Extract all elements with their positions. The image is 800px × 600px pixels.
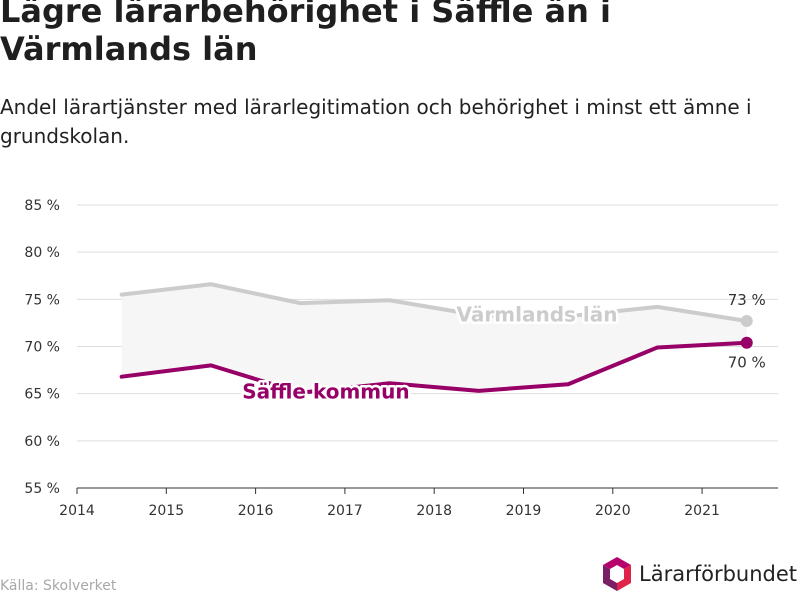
x-tick-label: 2019 [506, 503, 542, 519]
end-value-label-varmlands-lan: 73 % [728, 291, 766, 309]
y-tick-label: 80 % [24, 245, 60, 261]
data-point-varmlands-lan [740, 315, 753, 328]
y-tick-label: 75 % [24, 292, 60, 308]
difference-band [121, 284, 747, 393]
x-tick-label: 2016 [238, 503, 274, 519]
y-tick-label: 70 % [24, 340, 60, 356]
logo-hexagon-icon [603, 557, 631, 591]
chart-subtitle: Andel lärartjänster med lärarlegitimatio… [0, 95, 752, 148]
end-value-label-saffle-kommun: 70 % [728, 354, 766, 372]
x-tick-label: 2018 [416, 503, 452, 519]
logo-text: Lärarförbundet [639, 562, 798, 586]
y-tick-label: 55 % [24, 481, 60, 497]
x-tick-label: 2014 [59, 503, 95, 519]
brand-logo: Lärarförbundet [602, 556, 797, 592]
x-tick-label: 2015 [148, 503, 184, 519]
y-tick-label: 85 % [24, 198, 60, 214]
y-tick-label: 65 % [24, 387, 60, 403]
source-note: Källa: Skolverket [0, 578, 117, 594]
data-point-saffle-kommun [740, 336, 753, 349]
series-label-saffle-kommun: Säffle kommun [242, 380, 409, 404]
series-line-varmlands-lan [119, 282, 749, 324]
y-tick-label: 60 % [24, 434, 60, 450]
x-tick-label: 2020 [595, 503, 631, 519]
x-tick-label: 2017 [327, 503, 363, 519]
chart-title: Lägre lärarbehörighet i Säffle än i Värm… [0, 0, 611, 68]
series-line-saffle-kommun [119, 340, 749, 395]
series-label-varmlands-lan: Värmlands län [457, 302, 618, 326]
x-tick-label: 2021 [684, 503, 720, 519]
